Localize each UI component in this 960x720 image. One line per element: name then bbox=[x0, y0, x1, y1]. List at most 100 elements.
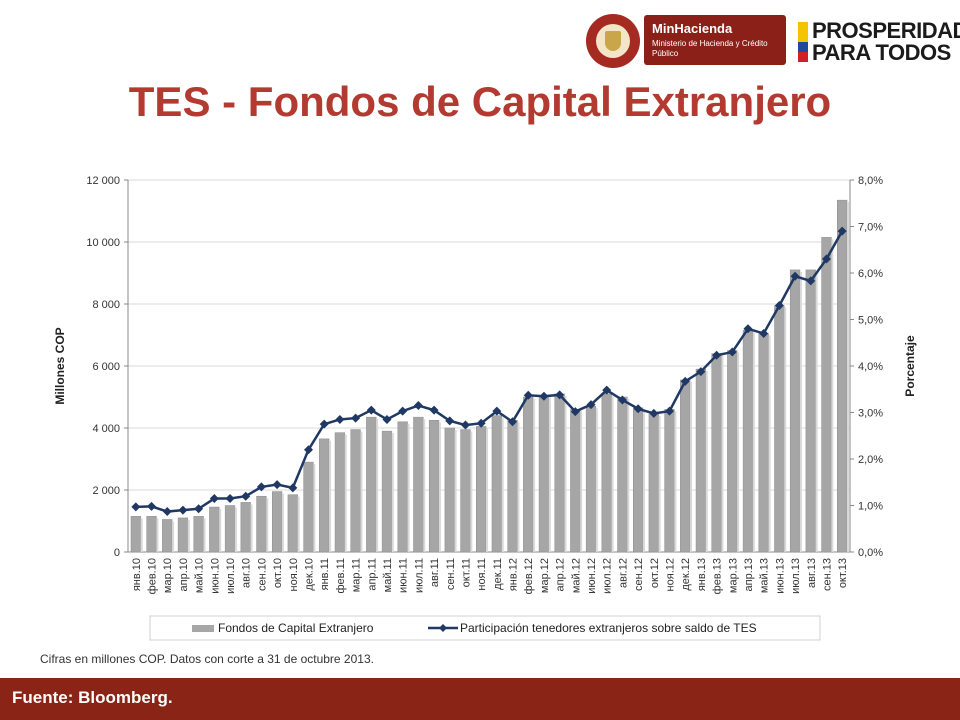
line-point bbox=[774, 301, 784, 311]
bar bbox=[632, 407, 644, 553]
bar bbox=[381, 430, 393, 553]
y2-tick-label: 7,0% bbox=[858, 222, 883, 234]
line-point bbox=[225, 494, 235, 504]
y2-tick-label: 6,0% bbox=[858, 268, 883, 280]
bar-shadow bbox=[454, 430, 457, 552]
bar bbox=[523, 396, 534, 553]
line-point bbox=[382, 414, 392, 424]
bar bbox=[585, 406, 597, 553]
y-tick-label: 10 000 bbox=[86, 237, 120, 249]
x-tick-label: янв.12 bbox=[508, 558, 520, 591]
line-point bbox=[147, 501, 157, 511]
line-point bbox=[335, 414, 345, 424]
x-tick-label: июн.12 bbox=[586, 558, 598, 594]
bar-shadow bbox=[376, 419, 379, 552]
line-point bbox=[649, 408, 659, 418]
legend-bar-label: Fondos de Capital Extranjero bbox=[218, 621, 374, 635]
bar bbox=[209, 506, 220, 553]
coat-of-arms-seal bbox=[586, 14, 640, 68]
x-tick-label: фев.13 bbox=[712, 558, 724, 594]
bar-shadow bbox=[658, 416, 661, 552]
bar bbox=[271, 491, 283, 553]
line-point bbox=[602, 385, 612, 395]
y-tick-label: 8 000 bbox=[92, 299, 120, 311]
campaign-line-1: PROSPERIDAD bbox=[812, 18, 960, 43]
line-point bbox=[759, 328, 769, 338]
x-tick-label: июн.10 bbox=[209, 558, 221, 594]
x-tick-label: дек.12 bbox=[680, 558, 692, 591]
x-tick-label: мар.10 bbox=[162, 558, 174, 593]
line-point bbox=[712, 350, 722, 360]
line-point bbox=[288, 483, 298, 493]
y2-tick-label: 2,0% bbox=[858, 454, 883, 466]
bar-shadow bbox=[438, 422, 441, 552]
x-tick-label: окт.12 bbox=[649, 558, 661, 588]
bar bbox=[162, 519, 173, 553]
x-tick-label: фев.10 bbox=[147, 558, 159, 594]
bar-shadow bbox=[564, 395, 567, 552]
bar-shadow bbox=[595, 408, 598, 552]
legend-line-marker bbox=[439, 624, 447, 632]
x-tick-label: июн.11 bbox=[398, 558, 410, 593]
x-tick-label: сен.10 bbox=[256, 558, 268, 591]
x-tick-label: окт.11 bbox=[460, 558, 472, 587]
bar bbox=[350, 429, 361, 553]
line-point bbox=[351, 413, 361, 423]
x-tick-label: окт.13 bbox=[837, 558, 849, 588]
bar-shadow bbox=[187, 519, 190, 552]
bar bbox=[727, 350, 738, 553]
bar bbox=[648, 413, 659, 553]
bar bbox=[821, 237, 832, 553]
line-point bbox=[633, 404, 643, 414]
line-point bbox=[665, 406, 674, 416]
bar bbox=[177, 517, 189, 553]
bar-shadow bbox=[721, 355, 724, 552]
x-tick-label: авг.10 bbox=[241, 558, 253, 588]
line-point bbox=[178, 505, 188, 515]
bar bbox=[774, 305, 785, 553]
line-point bbox=[743, 324, 753, 334]
bar-shadow bbox=[768, 335, 771, 552]
line-point bbox=[398, 406, 408, 416]
bar-shadow bbox=[219, 509, 222, 552]
bar-shadow bbox=[690, 381, 693, 552]
y2-tick-label: 0,0% bbox=[858, 547, 883, 559]
bar bbox=[507, 420, 518, 553]
bar-shadow bbox=[470, 431, 473, 552]
bar-shadow bbox=[234, 507, 237, 552]
bar-shadow bbox=[407, 423, 410, 552]
y2-tick-label: 1,0% bbox=[858, 501, 883, 513]
bar bbox=[664, 409, 675, 553]
bar bbox=[428, 420, 440, 553]
x-tick-label: июл.13 bbox=[790, 558, 802, 594]
bar bbox=[554, 393, 565, 553]
bar-shadow bbox=[329, 440, 332, 552]
x-tick-label: дек.10 bbox=[304, 558, 316, 591]
bar-shadow bbox=[517, 422, 520, 552]
x-tick-label: дек.11 bbox=[492, 558, 504, 590]
x-tick-label: ноя.10 bbox=[288, 558, 300, 591]
bar-shadow bbox=[642, 409, 645, 552]
colombia-flag-icon bbox=[798, 22, 808, 62]
y-tick-label: 6 000 bbox=[92, 361, 120, 373]
y-tick-label: 2 000 bbox=[92, 485, 120, 497]
bar bbox=[680, 379, 691, 553]
bar-shadow bbox=[737, 352, 740, 552]
line-point bbox=[194, 504, 204, 514]
bar-shadow bbox=[140, 518, 143, 552]
line-point bbox=[162, 507, 172, 517]
bar bbox=[476, 426, 487, 553]
y-tick-label: 12 000 bbox=[86, 175, 120, 187]
bar bbox=[224, 505, 236, 553]
bar-shadow bbox=[847, 202, 850, 552]
bar-shadow bbox=[799, 271, 802, 552]
bar bbox=[334, 432, 346, 553]
bar-shadow bbox=[344, 434, 347, 552]
line-point bbox=[837, 226, 847, 236]
bar bbox=[366, 416, 377, 553]
x-tick-label: авг.11 bbox=[429, 558, 441, 587]
x-tick-label: ноя.12 bbox=[665, 558, 677, 591]
bar-shadow bbox=[391, 433, 394, 552]
y-tick-label: 0 bbox=[114, 547, 120, 559]
x-tick-label: авг.13 bbox=[806, 558, 818, 588]
